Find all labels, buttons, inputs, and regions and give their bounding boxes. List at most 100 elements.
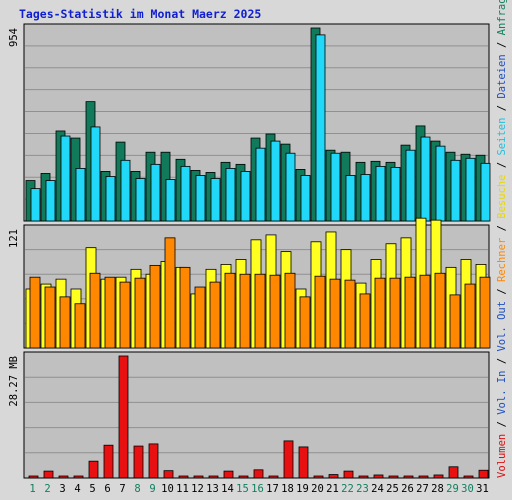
legend-labels: Volumen / Vol. In / Vol. Out / Rechner /… — [496, 0, 508, 478]
bar-volumen-day-2 — [43, 470, 54, 479]
bar-volumen-day-26 — [403, 475, 414, 479]
x-tick-label: 24 — [371, 483, 384, 495]
bar-volumen-day-8 — [133, 445, 144, 479]
y-axis-max-label: 28.27 MB — [8, 356, 20, 407]
x-tick-label: 2 — [44, 483, 50, 495]
chart-title: Tages-Statistik im Monat Maerz 2025 — [19, 7, 261, 21]
bar-volumen-day-23 — [358, 475, 369, 479]
legend-entry-anfragen: Anfragen — [496, 0, 508, 35]
bar-volumen-day-31 — [478, 469, 489, 479]
bar-seiten-day-10 — [165, 179, 176, 222]
x-tick-label: 7 — [119, 483, 125, 495]
bar-seiten-day-4 — [75, 168, 86, 222]
bar-volumen-day-13 — [208, 475, 219, 479]
bar-rechner-day-30 — [464, 283, 476, 349]
bar-rechner-day-10 — [164, 237, 176, 349]
bar-seiten-day-27 — [420, 136, 431, 222]
bar-volumen-day-18 — [283, 440, 294, 479]
bar-seiten-day-1 — [30, 188, 41, 222]
x-tick-label: 14 — [221, 483, 234, 495]
bar-rechner-day-8 — [134, 277, 146, 349]
chart-panel-2: 121 — [8, 217, 491, 349]
bar-seiten-day-13 — [210, 178, 221, 222]
legend-entry-volumen: Volumen — [496, 434, 508, 478]
bar-volumen-day-14 — [223, 470, 234, 479]
legend-entry-seiten: Seiten — [496, 118, 508, 156]
bar-seiten-day-12 — [195, 175, 206, 222]
x-tick-label: 25 — [386, 483, 399, 495]
bar-seiten-day-28 — [435, 145, 446, 222]
x-tick-label: 27 — [416, 483, 429, 495]
bar-seiten-day-18 — [285, 152, 296, 222]
bar-rechner-day-14 — [224, 272, 236, 349]
bar-rechner-day-7 — [119, 281, 131, 349]
bar-rechner-day-9 — [149, 264, 161, 349]
bar-rechner-day-20 — [314, 275, 326, 349]
bar-rechner-day-25 — [389, 277, 401, 349]
x-tick-label: 18 — [281, 483, 294, 495]
bar-rechner-day-24 — [374, 277, 386, 349]
bar-seiten-day-31 — [480, 162, 491, 222]
x-tick-label: 1 — [29, 483, 35, 495]
bar-rechner-day-5 — [89, 272, 101, 349]
bar-rechner-day-18 — [284, 272, 296, 349]
y-axis-max-label: 121 — [8, 229, 20, 248]
legend-entry-besuche: Besuche — [496, 174, 508, 218]
bar-seiten-day-8 — [135, 178, 146, 222]
bar-volumen-day-4 — [73, 475, 84, 479]
bar-seiten-day-22 — [345, 175, 356, 222]
legend-entry-rechner: Rechner — [496, 238, 508, 282]
x-tick-label: 26 — [401, 483, 414, 495]
bar-seiten-day-29 — [450, 159, 461, 222]
bar-rechner-day-27 — [419, 274, 431, 349]
x-tick-label: 6 — [104, 483, 110, 495]
bar-rechner-day-15 — [239, 273, 251, 349]
bar-volumen-day-25 — [388, 475, 399, 479]
x-tick-label: 29 — [446, 483, 459, 495]
x-tick-label: 30 — [461, 483, 474, 495]
bar-volumen-day-15 — [238, 475, 249, 479]
y-axis-max-label: 954 — [8, 28, 20, 47]
bar-volumen-day-22 — [343, 470, 354, 479]
bar-volumen-day-27 — [418, 475, 429, 479]
legend-separator: / — [496, 99, 508, 118]
bar-volumen-day-28 — [433, 474, 444, 479]
legend-entry-dateien: Dateien — [496, 54, 508, 98]
x-tick-label: 10 — [161, 483, 174, 495]
bar-volumen-day-1 — [28, 475, 39, 479]
bar-volumen-day-19 — [298, 446, 309, 479]
bar-seiten-day-2 — [45, 180, 56, 222]
bar-seiten-day-17 — [270, 140, 281, 222]
legend-separator: / — [496, 415, 508, 434]
bar-rechner-day-22 — [344, 279, 356, 349]
bar-rechner-day-12 — [194, 286, 206, 349]
bar-rechner-day-29 — [449, 294, 461, 349]
bar-rechner-day-23 — [359, 293, 371, 349]
bar-volumen-day-3 — [58, 475, 69, 479]
x-tick-label: 17 — [266, 483, 279, 495]
x-tick-label: 4 — [74, 483, 80, 495]
legend-entry-vol-out: Vol. Out — [496, 301, 508, 352]
bar-volumen-day-20 — [313, 475, 324, 479]
bar-seiten-day-30 — [465, 157, 476, 222]
bar-volumen-day-10 — [163, 470, 174, 479]
x-tick-label: 22 — [341, 483, 354, 495]
bar-seiten-day-26 — [405, 149, 416, 222]
x-tick-label: 3 — [59, 483, 65, 495]
x-tick-label: 11 — [176, 483, 189, 495]
x-tick-label: 8 — [134, 483, 140, 495]
x-tick-label: 13 — [206, 483, 219, 495]
x-tick-label: 23 — [356, 483, 369, 495]
bar-seiten-day-11 — [180, 165, 191, 222]
bar-volumen-day-29 — [448, 466, 459, 479]
bar-seiten-day-14 — [225, 168, 236, 222]
legend-separator: / — [496, 282, 508, 301]
bar-rechner-day-2 — [44, 286, 56, 349]
bar-rechner-day-16 — [254, 273, 266, 349]
bar-seiten-day-16 — [255, 147, 266, 222]
bar-seiten-day-3 — [60, 135, 71, 222]
bar-volumen-day-9 — [148, 443, 159, 479]
bar-rechner-day-28 — [434, 272, 446, 349]
x-tick-label: 16 — [251, 483, 264, 495]
